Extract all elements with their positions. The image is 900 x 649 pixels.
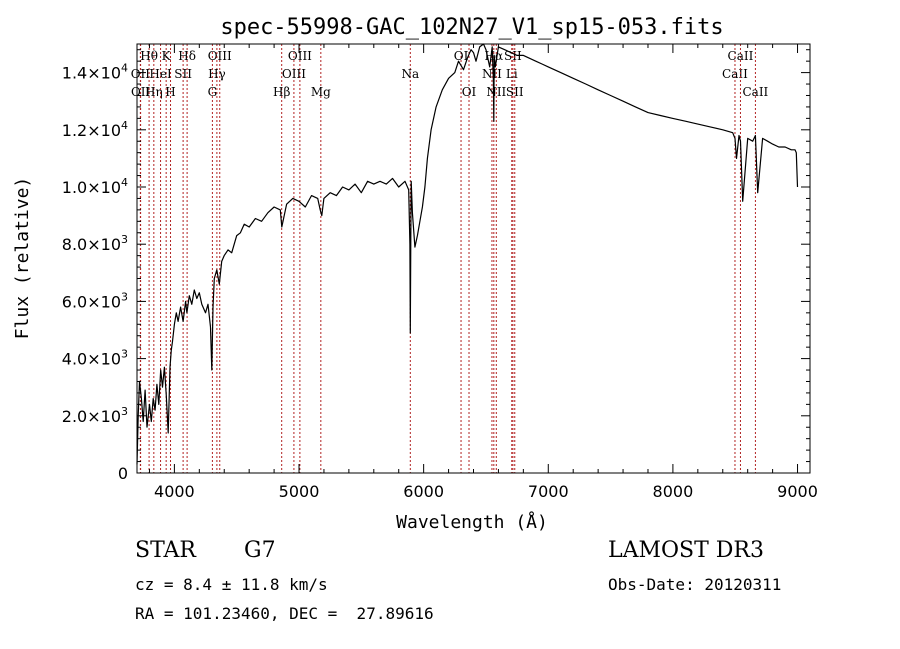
line-marker-label-27: CaII [742,85,768,99]
observation-date: Obs-Date: 20120311 [608,575,782,594]
line-marker-label-0: Hθ [140,49,158,63]
survey-name: LAMOST DR3 [608,538,764,563]
line-marker-label-26: CaII [728,49,754,63]
x-tick-label-5: 9000 [777,482,818,501]
y-tick-label-6: 1.2×104 [62,119,128,140]
y-tick-label-2: 4.0×103 [62,348,128,369]
line-marker-label-8: Hδ [178,49,196,63]
y-axis: 0 2.0×103 4.0×103 6.0×103 8.0×103 1.0×104 1.2×… [62,49,810,483]
y-tick-label-7: 1.4×104 [62,62,128,83]
line-marker-label-14: OIII [288,49,312,63]
line-marker-label-3: Hη [145,85,163,99]
line-marker-label-22: SII [504,49,522,63]
y-axis-label: Flux (relative) [12,177,33,340]
spectrum-line-group [136,43,799,465]
line-marker-label-5: HeI [149,67,172,81]
y-tick-label-5: 1.0×104 [62,176,128,197]
chart-title: spec-55998-GAC_102N27_V1_sp15-053.fits [220,15,723,40]
spectrum-line-0 [136,43,799,465]
line-marker-label-7: H [165,85,175,99]
y-tick-label-1: 2.0×103 [62,405,128,426]
plot-frame [136,43,811,474]
line-marker-label-9: OIII [208,49,232,63]
line-marker-label-4: K [162,49,172,63]
x-axis: 4000 5000 6000 7000 8000 9000 [148,44,818,501]
line-marker-label-16: Na [401,67,419,81]
x-tick-label-1: 5000 [279,482,320,501]
x-axis-label: Wavelength (Å) [396,511,548,533]
spectral-subclass: G7 [244,538,276,563]
x-tick-label-4: 8000 [653,482,694,501]
y-tick-label-0: 0 [118,464,128,483]
line-marker-label-12: Hβ [273,85,290,99]
x-tick-label-2: 6000 [403,482,444,501]
x-tick-label-3: 7000 [528,482,569,501]
line-marker-label-2: OII [131,85,151,99]
coordinates: RA = 101.23460, DEC = 27.89616 [135,604,434,623]
y-tick-label-4: 8.0×103 [62,233,128,254]
line-marker-label-18: OI [462,85,477,99]
line-marker-label-15: Mg [311,85,331,99]
line-marker-label-25: CaII [722,67,748,81]
line-marker-label-23: Li [506,67,518,81]
line-marker-label-13: OIII [282,67,306,81]
line-marker-label-24: SII [506,85,524,99]
line-marker-label-19: NII [482,67,502,81]
line-marker-label-17: OI [454,49,469,63]
line-marker-label-20: NII [486,85,506,99]
line-marker-label-11: G [208,85,218,99]
line-marker-label-6: SII [174,67,192,81]
redshift-velocity: cz = 8.4 ± 11.8 km/s [135,575,328,594]
object-class: STAR [135,538,196,563]
y-tick-label-3: 6.0×103 [62,290,128,311]
x-tick-label-0: 4000 [154,482,195,501]
line-marker-label-10: Hγ [208,67,226,81]
